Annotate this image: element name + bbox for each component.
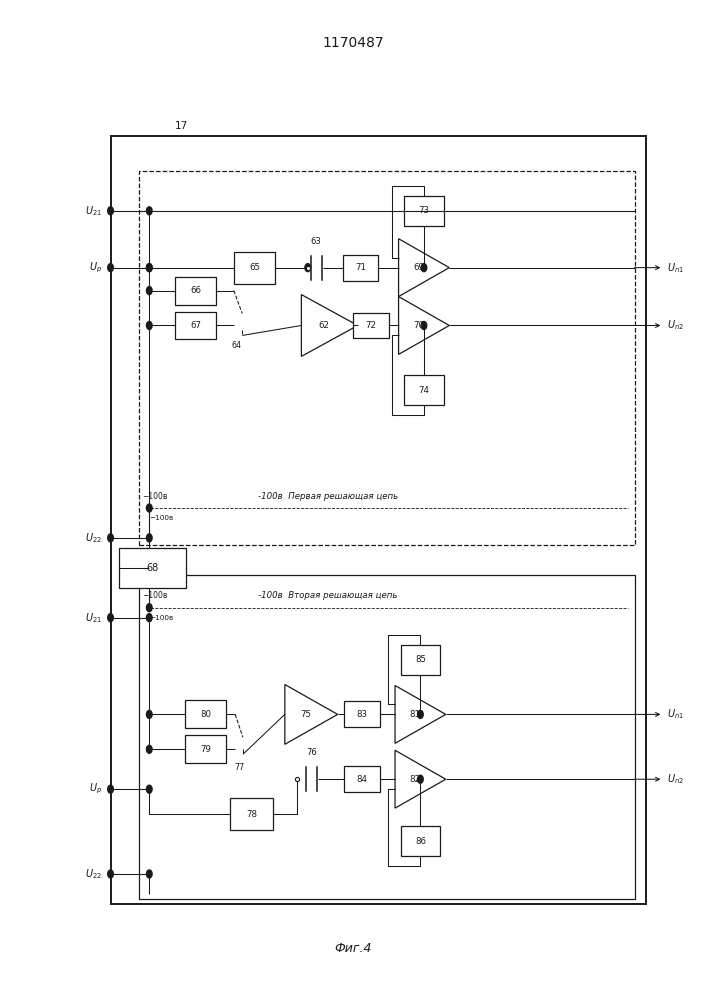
Text: $U_{21}$: $U_{21}$ <box>85 204 102 218</box>
Text: 75: 75 <box>300 710 312 719</box>
Text: 66: 66 <box>190 286 201 295</box>
Circle shape <box>418 710 423 718</box>
Polygon shape <box>285 684 338 744</box>
Text: 78: 78 <box>246 810 257 819</box>
Text: $U_p$: $U_p$ <box>89 260 102 275</box>
Text: -100в  Первая решающая цепь: -100в Первая решающая цепь <box>259 492 399 501</box>
Text: 84: 84 <box>356 775 368 784</box>
Text: −100в: −100в <box>149 615 173 621</box>
Text: −100в: −100в <box>142 492 168 501</box>
Text: 86: 86 <box>415 837 426 846</box>
Circle shape <box>146 504 152 512</box>
Circle shape <box>146 604 152 612</box>
Bar <box>354 313 389 338</box>
Text: $U_{21}$: $U_{21}$ <box>85 611 102 625</box>
Text: $U_{n2}$: $U_{n2}$ <box>667 319 684 332</box>
Bar <box>110 136 645 904</box>
Polygon shape <box>395 750 445 808</box>
Text: 76: 76 <box>306 748 317 757</box>
Bar <box>235 252 275 284</box>
Text: 83: 83 <box>356 710 368 719</box>
Bar <box>139 575 635 899</box>
Text: 80: 80 <box>200 710 211 719</box>
Text: 17: 17 <box>175 121 187 131</box>
Circle shape <box>146 264 152 272</box>
Circle shape <box>107 534 113 542</box>
Text: 82: 82 <box>410 775 421 784</box>
Polygon shape <box>399 297 449 354</box>
Text: 69: 69 <box>414 263 424 272</box>
Circle shape <box>107 870 113 878</box>
Circle shape <box>146 870 152 878</box>
Text: 81: 81 <box>410 710 421 719</box>
Text: 70: 70 <box>414 321 424 330</box>
Bar <box>139 171 635 545</box>
Circle shape <box>421 264 427 272</box>
Text: −100в: −100в <box>142 591 168 600</box>
Polygon shape <box>395 685 445 743</box>
Text: 71: 71 <box>355 263 366 272</box>
Bar <box>343 255 378 281</box>
Bar <box>185 735 226 763</box>
Bar <box>175 277 216 305</box>
Text: 65: 65 <box>250 263 260 272</box>
Text: 73: 73 <box>419 206 429 215</box>
Circle shape <box>107 264 113 272</box>
Text: $U_{n1}$: $U_{n1}$ <box>667 708 684 721</box>
Bar <box>404 375 443 405</box>
Text: 63: 63 <box>311 237 322 246</box>
Bar <box>119 548 186 588</box>
Bar <box>401 645 440 675</box>
Text: $U_p$: $U_p$ <box>89 782 102 796</box>
Text: $U_{n1}$: $U_{n1}$ <box>667 261 684 275</box>
Text: 72: 72 <box>366 321 377 330</box>
Circle shape <box>421 321 427 329</box>
Bar <box>175 312 216 339</box>
Text: 74: 74 <box>419 386 429 395</box>
Bar <box>230 798 272 830</box>
Text: Фиг.4: Фиг.4 <box>334 942 373 955</box>
Bar <box>344 766 380 792</box>
Polygon shape <box>301 295 358 356</box>
Circle shape <box>107 614 113 622</box>
Circle shape <box>146 321 152 329</box>
Text: 85: 85 <box>415 655 426 664</box>
Circle shape <box>418 775 423 783</box>
Text: -100в  Вторая решающая цепь: -100в Вторая решающая цепь <box>259 591 398 600</box>
Bar <box>404 196 443 226</box>
Text: 79: 79 <box>200 745 211 754</box>
Circle shape <box>146 534 152 542</box>
Text: 1170487: 1170487 <box>322 36 385 50</box>
Circle shape <box>146 745 152 753</box>
Circle shape <box>146 785 152 793</box>
Text: $U_{22}$: $U_{22}$ <box>85 531 102 545</box>
Text: 67: 67 <box>190 321 201 330</box>
Circle shape <box>107 207 113 215</box>
Bar <box>401 826 440 856</box>
Bar <box>344 701 380 727</box>
Text: $U_{22}$: $U_{22}$ <box>85 867 102 881</box>
Text: 62: 62 <box>318 321 329 330</box>
Circle shape <box>146 264 152 272</box>
Bar <box>185 700 226 728</box>
Circle shape <box>146 710 152 718</box>
Polygon shape <box>399 239 449 297</box>
Text: 77: 77 <box>234 763 245 772</box>
Circle shape <box>305 264 310 272</box>
Circle shape <box>146 614 152 622</box>
Circle shape <box>107 785 113 793</box>
Circle shape <box>146 207 152 215</box>
Text: 68: 68 <box>146 563 159 573</box>
Text: $U_{n2}$: $U_{n2}$ <box>667 772 684 786</box>
Circle shape <box>146 287 152 295</box>
Text: −100в: −100в <box>149 515 173 521</box>
Text: 64: 64 <box>232 341 242 350</box>
